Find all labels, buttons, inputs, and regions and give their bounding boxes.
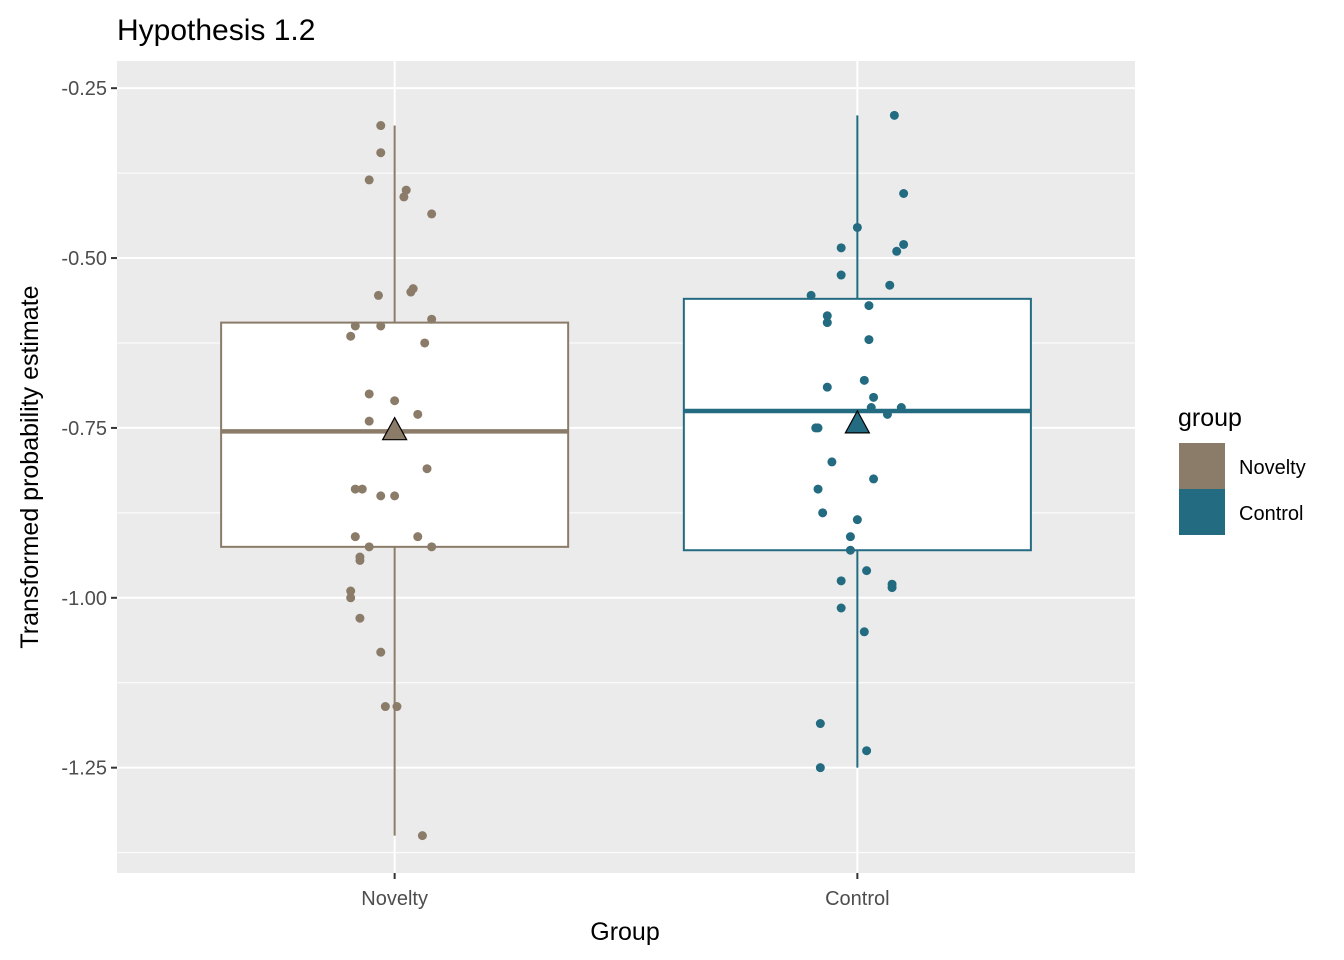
control-data-point [845,545,855,555]
control-data-point [806,290,816,300]
control-data-point [899,189,909,199]
control-data-point [862,566,872,576]
novelty-data-point [364,389,374,399]
control-data-point [866,403,876,413]
control-mean-marker [844,409,871,434]
novelty-data-point [376,121,386,131]
boxplots [220,115,1032,836]
novelty-data-point [376,148,386,158]
novelty-data-point [357,484,367,494]
novelty-data-point [422,464,432,474]
y-tick-label: -1.00 [61,588,107,610]
novelty-data-point [408,284,418,294]
control-data-point [815,719,825,729]
x-axis-title: Group [590,918,659,946]
x-tick-label: Novelty [361,888,428,910]
control-data-point [822,311,832,321]
y-axis: -0.25 -0.50 -0.75 -1.00 -1.25 [61,78,117,780]
novelty-data-point [413,532,423,542]
novelty-data-point [392,702,402,712]
control-data-point [827,457,837,467]
chart-title: Hypothesis 1.2 [117,14,315,47]
novelty-data-point [346,331,356,341]
y-axis-title: Transformed probability estimate [16,285,44,648]
legend-key-control [1179,489,1225,535]
control-data-point [885,280,895,290]
novelty-data-point [364,542,374,552]
novelty-data-point [380,702,390,712]
control-data-point [899,239,909,249]
novelty-data-point [346,593,356,603]
novelty-data-point [376,321,386,331]
control-data-point [815,763,825,773]
control-data-point [818,508,828,518]
mean-markers [381,409,871,441]
control-data-point [852,222,862,232]
novelty-data-point [373,290,383,300]
control-data-point [859,627,869,637]
novelty-data-point [350,321,360,331]
novelty-data-point [376,491,386,501]
novelty-data-point [413,409,423,419]
control-data-point [892,246,902,256]
x-tick-label: Control [825,888,889,910]
novelty-data-point [355,555,365,565]
legend-title: group [1178,404,1242,432]
novelty-data-point [420,338,430,348]
control-data-point [889,110,899,120]
control-data-point [822,382,832,392]
y-tick-label: -0.75 [61,418,107,440]
novelty-data-point [390,491,400,501]
novelty-data-point [427,542,437,552]
control-data-point [845,532,855,542]
control-data-point [869,392,879,402]
legend-key-novelty [1179,443,1225,489]
novelty-data-point [390,396,400,406]
novelty-data-point [417,831,427,841]
x-axis: Novelty Control [361,873,890,910]
control-data-point [859,375,869,385]
novelty-data-point [364,175,374,185]
control-data-point [882,409,892,419]
control-data-point [822,318,832,328]
legend-label-novelty: Novelty [1239,457,1306,479]
control-data-point [836,576,846,586]
control-data-point [887,583,897,593]
novelty-data-point [376,647,386,657]
data-points [346,110,909,841]
control-data-point [836,603,846,613]
novelty-data-point [350,484,360,494]
novelty-data-point [399,192,409,202]
control-data-point [813,423,823,433]
control-data-point [864,335,874,345]
novelty-mean-marker [381,416,408,441]
control-data-point [862,746,872,756]
novelty-data-point [427,209,437,219]
control-data-point [836,270,846,280]
control-data-point [813,484,823,494]
control-data-point [852,515,862,525]
novelty-data-point [364,416,374,426]
y-tick-label: -0.50 [61,248,107,270]
control-data-point [869,474,879,484]
y-tick-label: -0.25 [61,78,107,100]
novelty-data-point [350,532,360,542]
novelty-data-point [401,185,411,195]
control-data-point [864,301,874,311]
novelty-data-point [355,613,365,623]
control-data-point [836,243,846,253]
control-data-point [896,403,906,413]
novelty-data-point [427,314,437,324]
y-tick-label: -1.25 [61,758,107,780]
legend: group Novelty Control [1178,404,1306,535]
novelty-data-point [346,586,356,596]
legend-label-control: Control [1239,503,1303,525]
